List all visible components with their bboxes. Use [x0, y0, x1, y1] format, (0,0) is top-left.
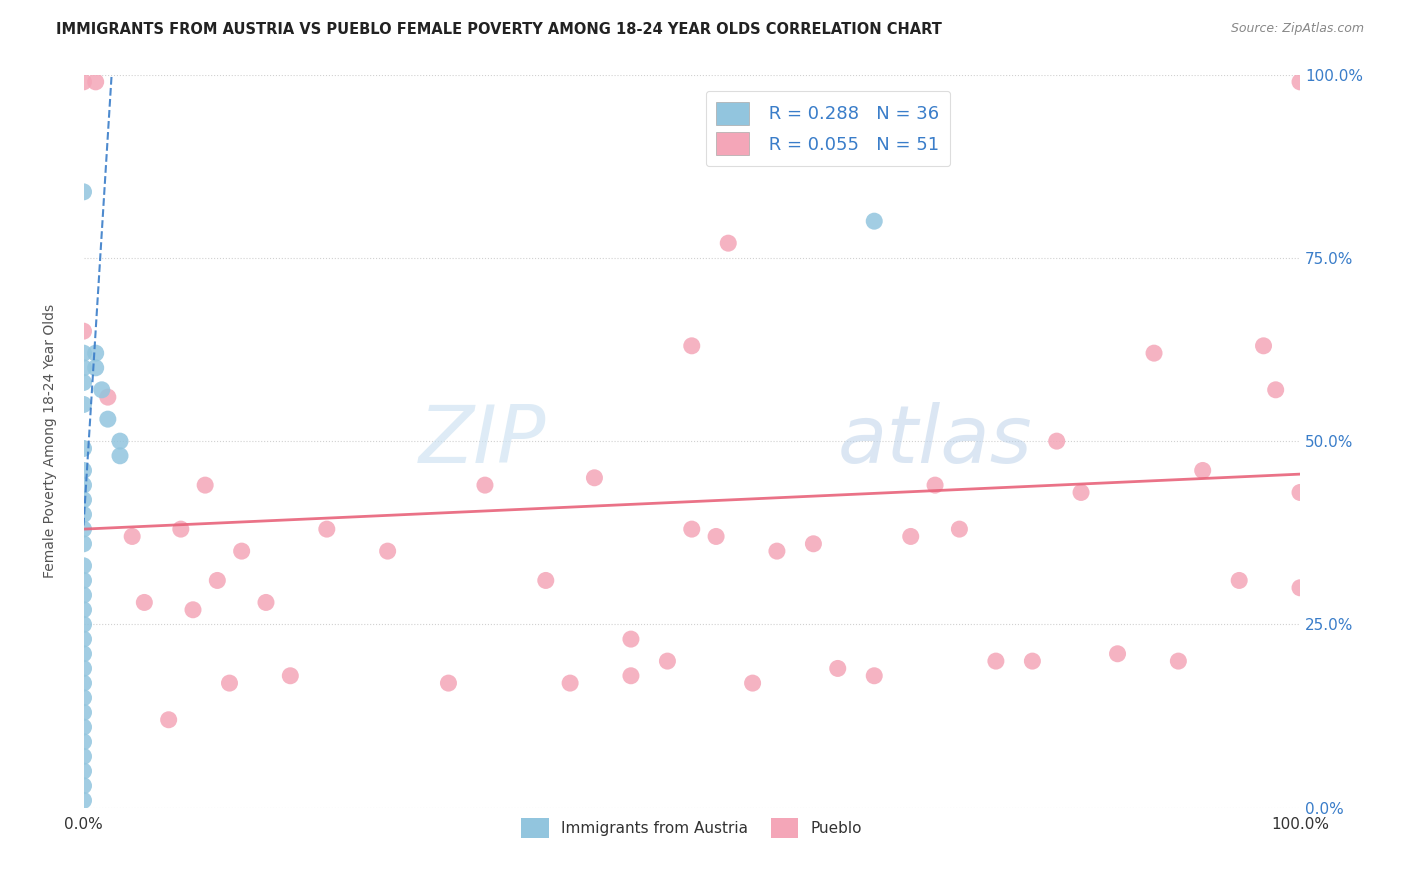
Point [863, 214, 886, 228]
Point [72, 603, 94, 617]
Point [72, 478, 94, 492]
Point [72, 376, 94, 390]
Point [377, 544, 399, 558]
Point [97, 412, 120, 426]
Point [1227, 574, 1250, 588]
Point [657, 654, 679, 668]
Point [741, 676, 763, 690]
Point [72, 793, 94, 807]
Point [72, 632, 94, 646]
Point [1289, 581, 1312, 595]
Point [108, 449, 131, 463]
Point [72, 574, 94, 588]
Point [1107, 647, 1129, 661]
Point [704, 529, 727, 543]
Point [72, 617, 94, 632]
Text: ZIP: ZIP [419, 402, 546, 480]
Point [1253, 339, 1275, 353]
Y-axis label: Female Poverty Among 18-24 Year Olds: Female Poverty Among 18-24 Year Olds [44, 304, 58, 578]
Point [231, 544, 253, 558]
Point [437, 676, 460, 690]
Point [72, 185, 94, 199]
Point [583, 471, 606, 485]
Legend: Immigrants from Austria, Pueblo: Immigrants from Austria, Pueblo [515, 813, 869, 844]
Point [72, 492, 94, 507]
Point [803, 537, 825, 551]
Point [474, 478, 496, 492]
Point [863, 669, 886, 683]
Point [827, 661, 849, 675]
Point [72, 690, 94, 705]
Point [72, 779, 94, 793]
Point [681, 522, 703, 536]
Point [254, 595, 277, 609]
Point [1191, 463, 1213, 477]
Point [315, 522, 337, 536]
Point [72, 764, 94, 778]
Point [207, 574, 229, 588]
Point [108, 434, 131, 449]
Point [181, 603, 204, 617]
Point [278, 669, 301, 683]
Point [924, 478, 946, 492]
Point [620, 632, 643, 646]
Point [766, 544, 789, 558]
Point [1143, 346, 1166, 360]
Point [72, 661, 94, 675]
Point [1264, 383, 1286, 397]
Point [157, 713, 180, 727]
Point [72, 442, 94, 456]
Text: IMMIGRANTS FROM AUSTRIA VS PUEBLO FEMALE POVERTY AMONG 18-24 YEAR OLDS CORRELATI: IMMIGRANTS FROM AUSTRIA VS PUEBLO FEMALE… [56, 22, 942, 37]
Point [1167, 654, 1189, 668]
Point [1289, 75, 1312, 89]
Point [84, 360, 107, 375]
Point [72, 537, 94, 551]
Point [620, 669, 643, 683]
Point [72, 720, 94, 734]
Point [72, 735, 94, 749]
Point [72, 647, 94, 661]
Point [900, 529, 922, 543]
Point [72, 360, 94, 375]
Point [984, 654, 1007, 668]
Point [1046, 434, 1069, 449]
Point [72, 508, 94, 522]
Point [558, 676, 581, 690]
Point [1021, 654, 1043, 668]
Point [534, 574, 557, 588]
Point [72, 522, 94, 536]
Point [84, 75, 107, 89]
Point [194, 478, 217, 492]
Text: Source: ZipAtlas.com: Source: ZipAtlas.com [1230, 22, 1364, 36]
Point [218, 676, 240, 690]
Point [72, 588, 94, 602]
Point [948, 522, 970, 536]
Point [1289, 485, 1312, 500]
Point [72, 558, 94, 573]
Point [170, 522, 193, 536]
Point [681, 339, 703, 353]
Point [72, 397, 94, 411]
Point [72, 346, 94, 360]
Point [72, 749, 94, 764]
Point [72, 463, 94, 477]
Point [72, 676, 94, 690]
Point [84, 346, 107, 360]
Point [717, 236, 740, 251]
Point [90, 383, 112, 397]
Point [72, 75, 94, 89]
Point [121, 529, 143, 543]
Point [134, 595, 156, 609]
Point [97, 390, 120, 404]
Text: atlas: atlas [838, 402, 1032, 480]
Point [1070, 485, 1092, 500]
Point [72, 706, 94, 720]
Point [72, 324, 94, 338]
